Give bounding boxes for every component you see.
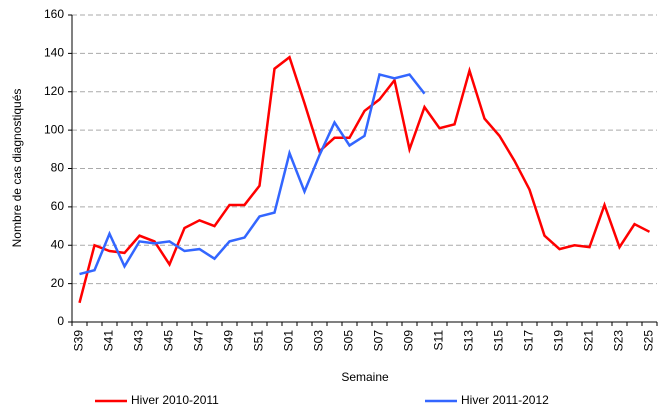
y-tick-label: 0 — [57, 314, 64, 328]
x-tick-label: S11 — [432, 330, 446, 351]
y-tick-label: 100 — [44, 122, 64, 136]
legend-label: Hiver 2011-2012 — [461, 393, 549, 407]
x-axis-title: Semaine — [341, 370, 389, 384]
x-tick-label: S07 — [372, 330, 386, 352]
y-tick-label: 160 — [44, 7, 64, 21]
x-tick-label: S17 — [522, 330, 536, 352]
x-tick-label: S23 — [612, 330, 626, 352]
y-tick-label: 60 — [51, 199, 65, 213]
legend-label: Hiver 2010-2011 — [131, 393, 219, 407]
x-tick-label: S15 — [492, 330, 506, 352]
y-tick-label: 20 — [51, 276, 65, 290]
x-tick-label: S21 — [582, 330, 596, 352]
x-tick-label: S51 — [252, 330, 266, 352]
y-axis-title: Nombre de cas diagnostiqués — [10, 89, 24, 248]
y-tick-label: 40 — [51, 237, 65, 251]
series-line — [79, 72, 426, 276]
x-tick-label: S03 — [312, 330, 326, 352]
x-tick-label: S43 — [132, 330, 146, 352]
x-tick-label: S09 — [402, 330, 416, 352]
series-line — [78, 55, 651, 304]
x-tick-label: S47 — [192, 330, 206, 352]
x-tick-label: S39 — [72, 330, 86, 352]
x-tick-label: S01 — [282, 330, 296, 352]
y-tick-label: 140 — [44, 46, 64, 60]
x-tick-label: S25 — [642, 330, 656, 352]
x-tick-label: S19 — [552, 330, 566, 352]
y-tick-label: 120 — [44, 84, 64, 98]
x-tick-label: S49 — [222, 330, 236, 352]
x-tick-label: S05 — [342, 330, 356, 352]
y-tick-label: 80 — [51, 161, 65, 175]
x-tick-label: S41 — [102, 330, 116, 352]
x-tick-label: S45 — [162, 330, 176, 352]
x-tick-label: S13 — [462, 330, 476, 352]
